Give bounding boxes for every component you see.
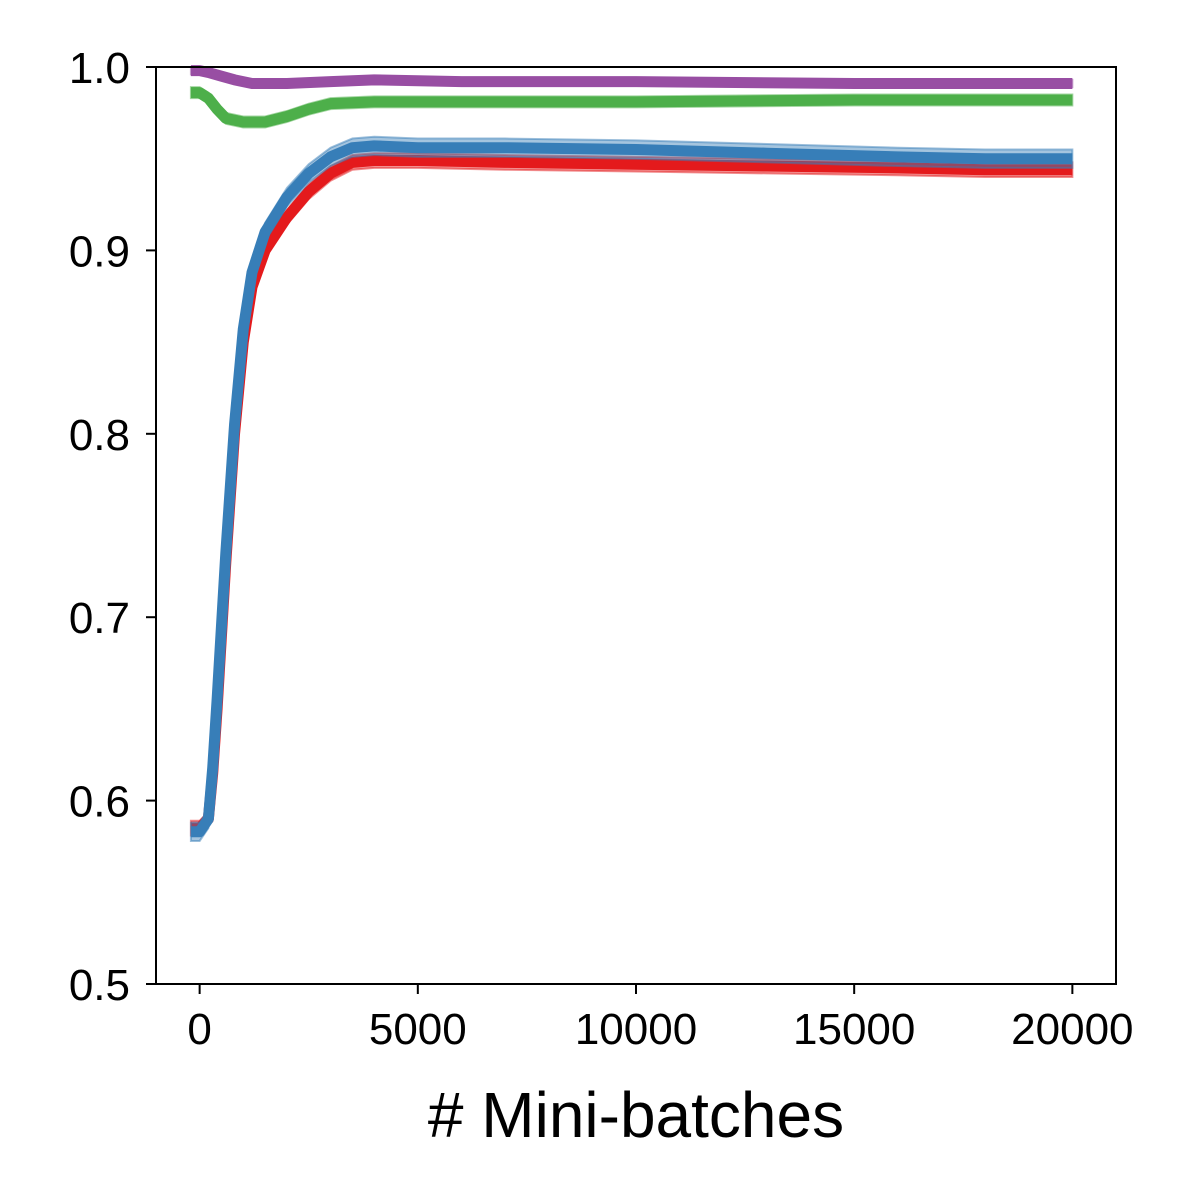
x-tick-label: 0: [187, 1005, 211, 1054]
series-2-line: [190, 87, 1073, 128]
series-layer: [189, 65, 1074, 842]
y-tick-label: 1.0: [69, 44, 130, 93]
x-tick-label: 15000: [793, 1005, 915, 1054]
y-tick-label: 0.6: [69, 778, 130, 827]
series-1-line: [190, 65, 1073, 90]
x-tick-label: 20000: [1011, 1005, 1133, 1054]
y-tick-label: 0.9: [69, 227, 130, 276]
y-tick-label: 0.7: [69, 594, 130, 643]
x-tick-label: 10000: [575, 1005, 697, 1054]
ticks-layer: 0 5000 10000 15000 20000 0.5 0.6 0.7 0.8 0.9 1.0: [69, 44, 1134, 1054]
y-tick-label: 0.5: [69, 961, 130, 1010]
x-axis-title: # Mini-batches: [428, 1079, 844, 1151]
series-4-line: [190, 140, 1073, 838]
x-tick-label: 5000: [369, 1005, 467, 1054]
y-tick-label: 0.8: [69, 411, 130, 460]
